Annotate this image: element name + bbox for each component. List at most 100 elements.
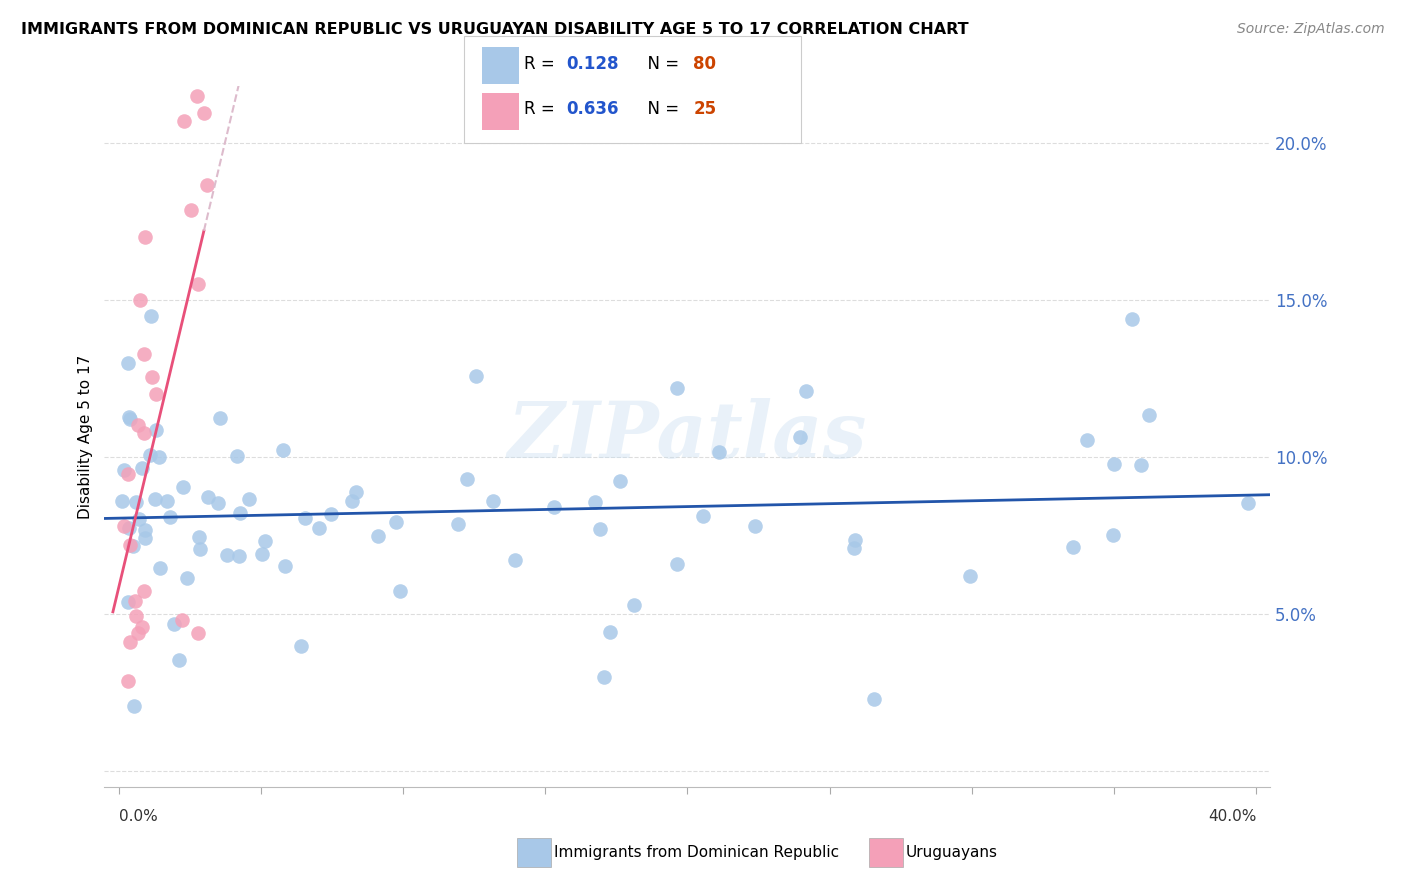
Point [141, 370, 163, 384]
Text: 0.636: 0.636 [567, 100, 619, 118]
Text: 0.0%: 0.0% [118, 809, 157, 824]
Point [208, 411, 231, 425]
Point [588, 522, 610, 536]
Point [118, 521, 141, 535]
Point [290, 639, 312, 653]
Point [389, 584, 412, 599]
Point [464, 369, 486, 384]
Point [117, 674, 139, 689]
Point [271, 443, 294, 458]
Point [1102, 528, 1125, 542]
Point [122, 539, 145, 553]
Point [308, 521, 330, 535]
Point [118, 410, 141, 425]
Point [173, 114, 195, 128]
Point [176, 571, 198, 585]
Point [1062, 540, 1084, 554]
Point [127, 626, 149, 640]
Point [118, 412, 141, 426]
Point [117, 356, 139, 370]
Point [132, 583, 155, 598]
Point [319, 507, 342, 521]
Point [125, 495, 148, 509]
Point [384, 515, 406, 529]
Point [207, 496, 229, 510]
Point [187, 530, 209, 544]
Point [143, 492, 166, 507]
Text: ZIPatlas: ZIPatlas [508, 399, 868, 475]
Point [124, 609, 146, 624]
Point [134, 523, 156, 537]
Point [188, 541, 211, 556]
Point [111, 494, 134, 508]
Point [127, 418, 149, 433]
Point [120, 634, 142, 648]
Point [842, 541, 865, 556]
Point [599, 624, 621, 639]
Point [187, 277, 209, 292]
Point [623, 598, 645, 612]
Text: Source: ZipAtlas.com: Source: ZipAtlas.com [1237, 22, 1385, 37]
Point [180, 203, 202, 218]
Text: 25: 25 [693, 100, 716, 118]
Point [665, 381, 688, 395]
Point [170, 614, 193, 628]
Point [149, 561, 172, 575]
Point [112, 463, 135, 477]
Point [124, 594, 146, 608]
Point [274, 558, 297, 573]
Point [195, 178, 218, 192]
Point [666, 557, 689, 571]
Point [447, 516, 470, 531]
Point [482, 494, 505, 508]
Point [134, 230, 156, 244]
Point [159, 509, 181, 524]
Point [250, 547, 273, 561]
Point [789, 429, 811, 443]
Point [156, 493, 179, 508]
Point [505, 552, 527, 566]
Point [148, 450, 170, 464]
Point [197, 490, 219, 504]
Text: Immigrants from Dominican Republic: Immigrants from Dominican Republic [554, 846, 839, 860]
Point [609, 474, 631, 488]
Point [139, 309, 162, 323]
Point [1129, 458, 1152, 472]
Point [134, 346, 156, 360]
Text: 0.128: 0.128 [567, 54, 619, 72]
Point [592, 670, 614, 684]
Point [744, 518, 766, 533]
Point [172, 480, 194, 494]
Point [129, 293, 152, 307]
Text: 40.0%: 40.0% [1208, 809, 1256, 824]
Point [120, 537, 142, 551]
Point [163, 617, 186, 632]
Text: Uruguayans: Uruguayans [905, 846, 997, 860]
Point [862, 692, 884, 706]
Point [543, 500, 565, 515]
Point [145, 423, 167, 437]
Text: N =: N = [637, 100, 685, 118]
Point [253, 533, 276, 548]
Point [456, 472, 478, 486]
Point [117, 595, 139, 609]
Point [707, 445, 730, 459]
Point [794, 384, 817, 399]
Point [134, 531, 156, 545]
Point [367, 528, 389, 542]
Point [1076, 433, 1098, 447]
Point [1237, 496, 1260, 510]
Point [692, 509, 714, 524]
Text: N =: N = [637, 54, 685, 72]
Point [117, 467, 139, 481]
Point [138, 448, 160, 462]
Point [238, 491, 260, 506]
Point [342, 494, 364, 508]
Point [583, 494, 606, 508]
Point [1102, 458, 1125, 472]
Point [1137, 408, 1160, 422]
Point [226, 450, 249, 464]
Point [344, 485, 367, 500]
Point [228, 506, 250, 520]
Point [215, 548, 238, 562]
